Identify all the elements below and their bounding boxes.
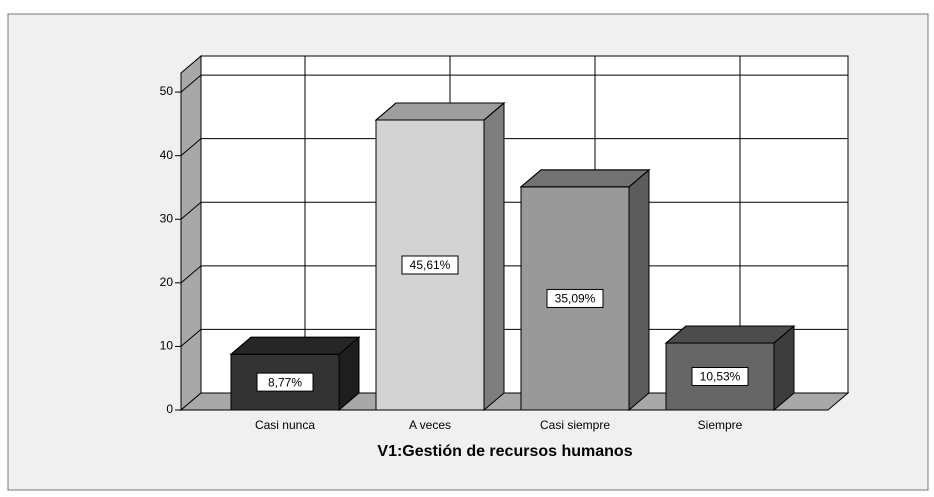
grid-line	[180, 74, 202, 93]
grid-line	[180, 201, 202, 220]
value-label-box	[691, 367, 749, 387]
bar-side-shade	[484, 102, 504, 410]
y-tick-label: 50	[160, 84, 174, 98]
x-tick-label: Casi siempre	[540, 418, 610, 432]
bar-top-shade	[229, 336, 361, 355]
value-label-box	[401, 255, 459, 275]
x-axis-title: V1:Gestión de recursos humanos	[377, 443, 632, 460]
grid-line	[180, 265, 202, 284]
x-tick-label: Siempre	[698, 418, 743, 432]
bar-side-shade	[339, 337, 359, 410]
y-tick-label: 10	[160, 339, 174, 353]
y-tick-label: 0	[166, 402, 173, 416]
y-tick-label: 20	[160, 275, 174, 289]
value-label-box	[546, 288, 604, 308]
grid-line	[180, 138, 202, 157]
grid-line	[180, 329, 202, 347]
bar-side-shade	[629, 169, 649, 410]
x-tick-label: Casi nunca	[255, 418, 315, 432]
value-label: 8,77%	[268, 375, 302, 389]
bar-top-shade	[374, 102, 506, 121]
value-label-box	[256, 372, 314, 392]
left-wall	[180, 54, 202, 412]
value-label: 35,09%	[555, 292, 596, 306]
y-tick-label: 30	[160, 211, 174, 225]
y-tick-label: 40	[160, 148, 174, 162]
bar-top-shade	[664, 325, 796, 344]
bar-top-shade	[519, 169, 651, 188]
value-label: 10,53%	[700, 370, 741, 384]
bar-side-shade	[774, 326, 794, 410]
value-label: 45,61%	[410, 258, 451, 272]
x-tick-label: A veces	[409, 418, 451, 432]
